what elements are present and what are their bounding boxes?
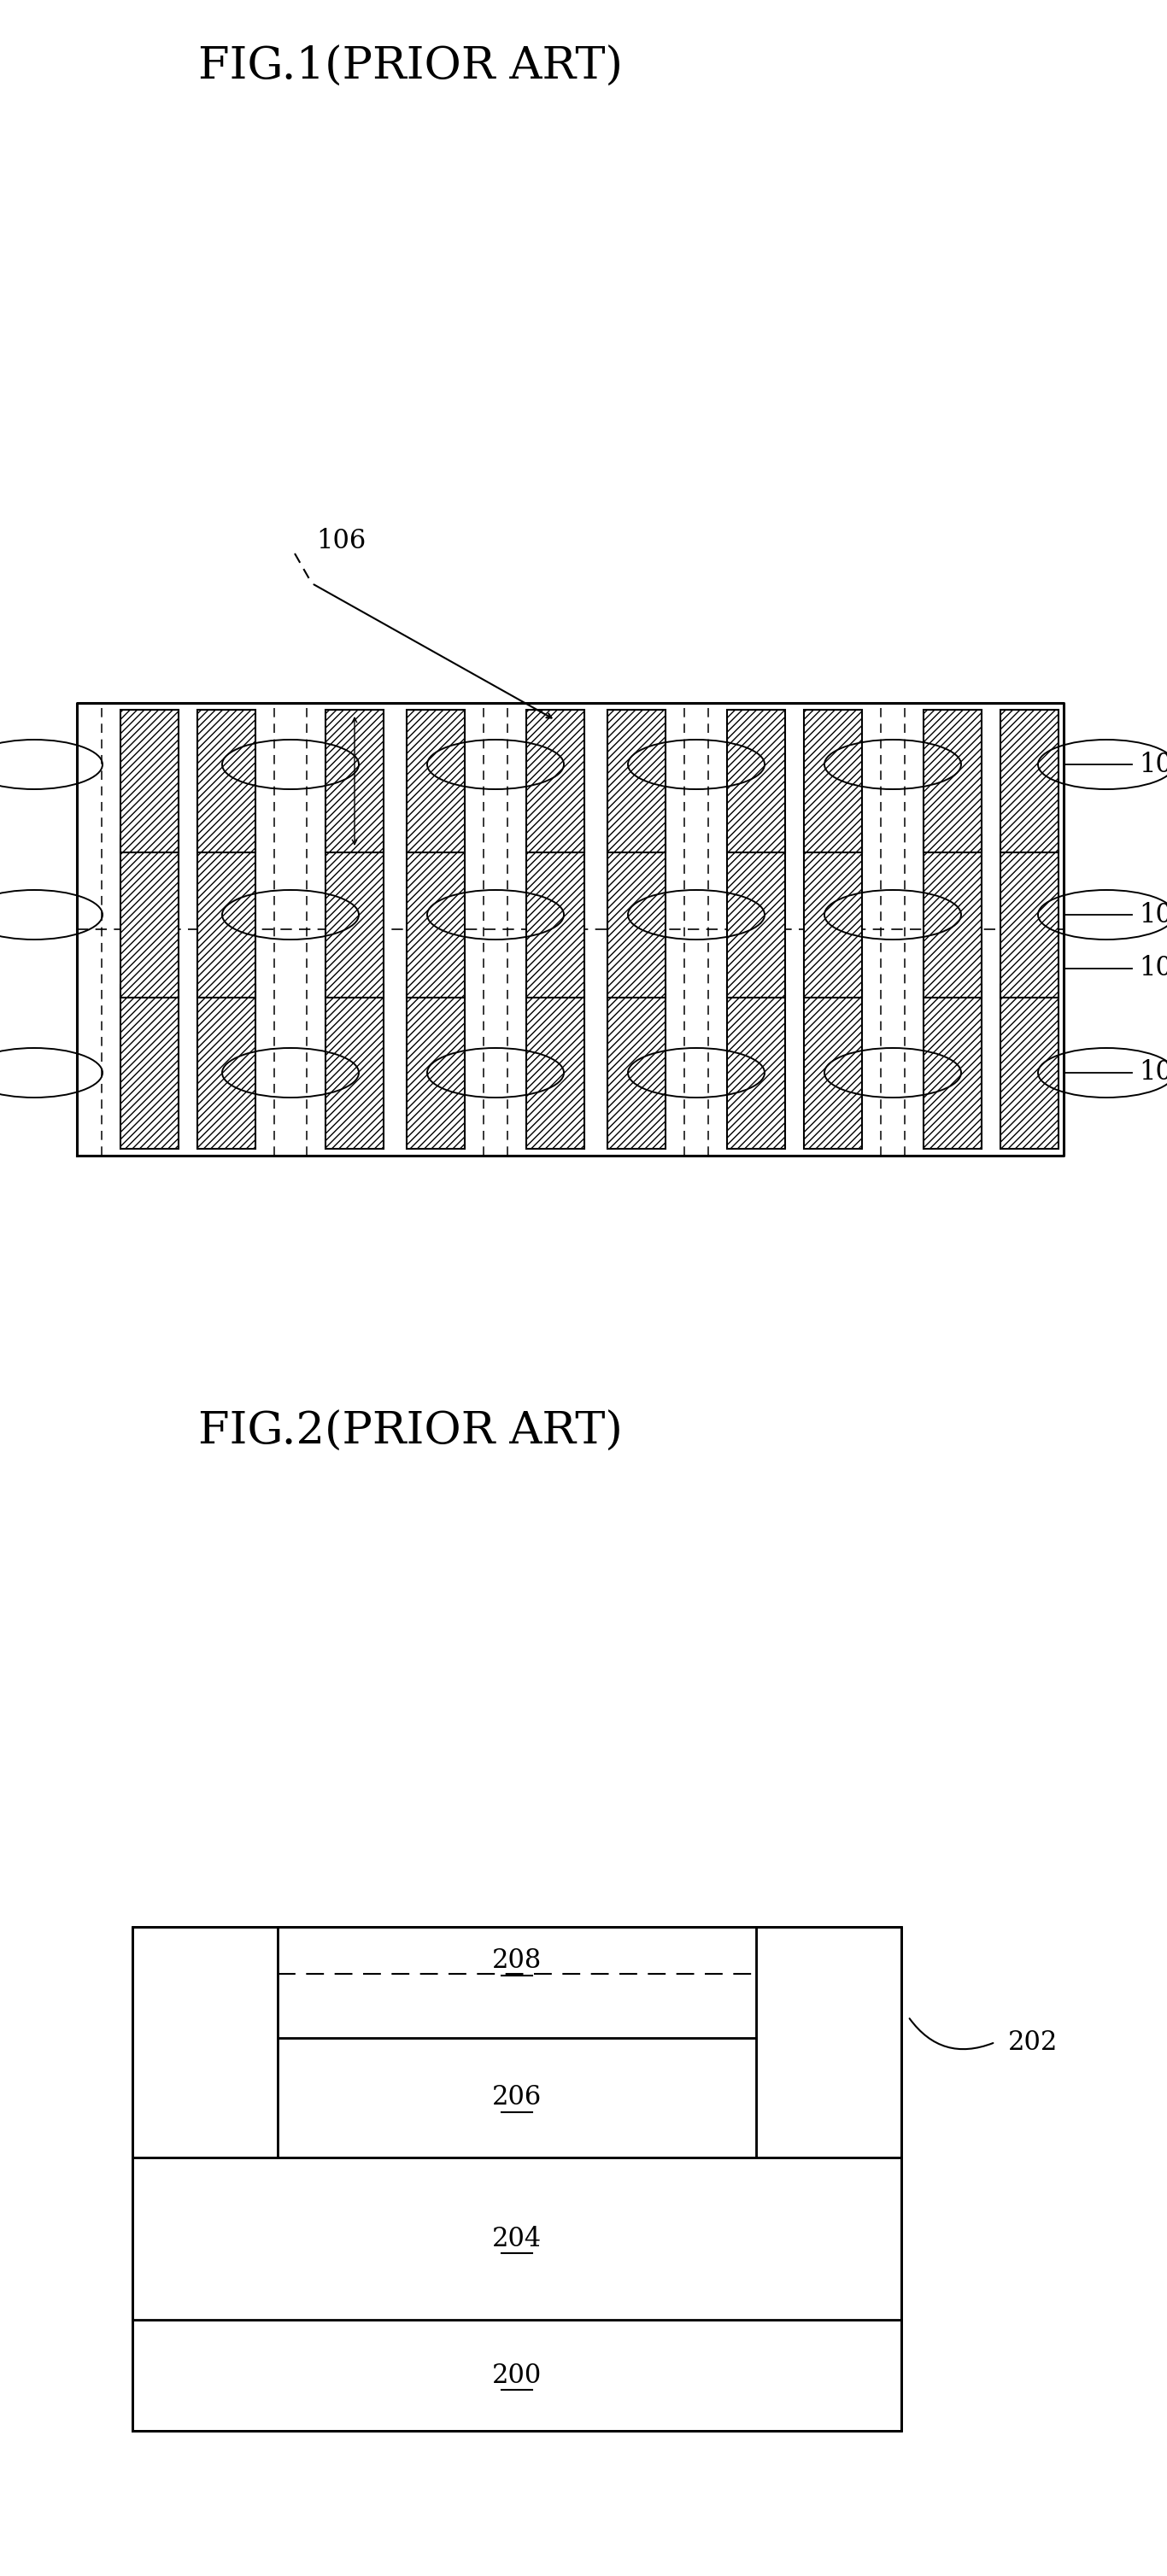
Polygon shape — [278, 2038, 756, 2159]
Text: 204: 204 — [492, 2226, 541, 2251]
Polygon shape — [1000, 835, 1058, 997]
Polygon shape — [120, 711, 179, 853]
Polygon shape — [120, 835, 179, 997]
Polygon shape — [804, 835, 862, 997]
Polygon shape — [326, 835, 384, 997]
Polygon shape — [923, 711, 981, 853]
Polygon shape — [607, 711, 665, 853]
Polygon shape — [756, 1927, 901, 2159]
Text: 206: 206 — [492, 2084, 541, 2110]
Polygon shape — [197, 984, 256, 1149]
Polygon shape — [607, 984, 665, 1149]
Polygon shape — [1000, 711, 1058, 853]
Text: 208: 208 — [492, 1947, 541, 1973]
Polygon shape — [526, 984, 585, 1149]
Polygon shape — [132, 1927, 278, 2159]
Polygon shape — [326, 984, 384, 1149]
Polygon shape — [197, 835, 256, 997]
Polygon shape — [406, 984, 464, 1149]
Text: 200: 200 — [492, 2362, 541, 2388]
Polygon shape — [1000, 984, 1058, 1149]
Polygon shape — [132, 2159, 901, 2321]
Polygon shape — [406, 835, 464, 997]
Polygon shape — [132, 2321, 901, 2432]
Polygon shape — [727, 984, 785, 1149]
Polygon shape — [727, 711, 785, 853]
Text: FIG.1(PRIOR ART): FIG.1(PRIOR ART) — [197, 44, 622, 88]
Polygon shape — [326, 711, 384, 853]
Text: 100: 100 — [1139, 1059, 1167, 1087]
Polygon shape — [804, 711, 862, 853]
Polygon shape — [406, 711, 464, 853]
Polygon shape — [727, 835, 785, 997]
Polygon shape — [120, 984, 179, 1149]
Polygon shape — [804, 984, 862, 1149]
Text: 106: 106 — [316, 528, 366, 554]
Polygon shape — [607, 835, 665, 997]
Text: FIG.2(PRIOR ART): FIG.2(PRIOR ART) — [198, 1409, 622, 1453]
Text: 104: 104 — [1139, 752, 1167, 778]
Polygon shape — [197, 711, 256, 853]
Text: 102: 102 — [1139, 902, 1167, 927]
Polygon shape — [526, 835, 585, 997]
Polygon shape — [278, 1927, 756, 2038]
Polygon shape — [923, 835, 981, 997]
Text: 202: 202 — [1008, 2030, 1058, 2056]
Text: 101: 101 — [1139, 956, 1167, 981]
Polygon shape — [923, 984, 981, 1149]
Polygon shape — [526, 711, 585, 853]
